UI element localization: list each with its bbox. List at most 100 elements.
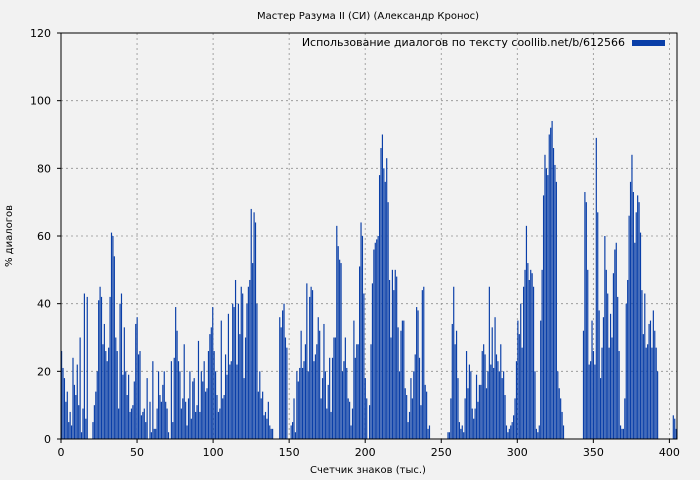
data-bar bbox=[597, 212, 599, 439]
data-bar bbox=[627, 279, 629, 439]
x-tick-label: 150 bbox=[279, 446, 300, 459]
data-bar bbox=[377, 236, 379, 439]
x-axis-label: Счетчик знаков (тыс.) bbox=[310, 465, 426, 476]
legend-label: Использование диалогов по тексту coollib… bbox=[302, 36, 625, 49]
data-bar bbox=[263, 415, 265, 439]
data-bar bbox=[592, 351, 595, 439]
data-bar bbox=[467, 388, 469, 439]
data-bar bbox=[207, 351, 210, 439]
data-bar bbox=[487, 371, 489, 439]
data-bar bbox=[545, 168, 547, 440]
data-bar bbox=[647, 344, 649, 439]
data-bar bbox=[346, 367, 348, 439]
data-bar bbox=[313, 361, 315, 439]
data-bar bbox=[534, 371, 536, 439]
data-bar bbox=[388, 279, 391, 439]
data-bar bbox=[253, 212, 255, 439]
data-bar bbox=[233, 307, 235, 439]
data-bar bbox=[585, 202, 587, 439]
data-bar bbox=[95, 391, 97, 439]
data-bar bbox=[237, 303, 239, 439]
data-bar bbox=[561, 411, 563, 439]
data-bar bbox=[524, 269, 526, 439]
data-bar bbox=[393, 290, 395, 439]
data-bar bbox=[369, 405, 371, 439]
data-bar bbox=[413, 371, 415, 439]
data-bar bbox=[421, 290, 423, 439]
data-bar bbox=[461, 425, 463, 439]
data-bar bbox=[401, 320, 403, 439]
data-bar bbox=[386, 158, 388, 439]
data-bar bbox=[254, 222, 257, 439]
data-bar bbox=[648, 323, 650, 439]
data-bar bbox=[252, 263, 254, 439]
data-bar bbox=[126, 395, 128, 439]
data-bar bbox=[407, 422, 409, 439]
data-bar bbox=[465, 351, 468, 439]
data-bar bbox=[426, 391, 428, 439]
data-bar bbox=[217, 411, 220, 439]
data-bar bbox=[334, 337, 336, 439]
data-bar bbox=[323, 323, 325, 439]
data-bar bbox=[423, 286, 425, 439]
data-bar bbox=[457, 378, 459, 439]
data-bar bbox=[562, 425, 565, 439]
data-bar bbox=[414, 354, 416, 439]
data-bar bbox=[240, 286, 242, 439]
y-tick-label: 20 bbox=[37, 365, 51, 378]
data-bar bbox=[344, 337, 346, 439]
data-bar bbox=[625, 303, 627, 439]
data-bar bbox=[203, 361, 205, 439]
data-bar bbox=[324, 371, 326, 439]
data-bar bbox=[474, 408, 476, 439]
data-bar bbox=[359, 266, 361, 439]
data-bar bbox=[314, 354, 316, 439]
data-bar bbox=[192, 381, 194, 439]
data-bar bbox=[478, 384, 480, 439]
data-bar bbox=[165, 401, 167, 439]
data-bar bbox=[418, 357, 421, 439]
data-bar bbox=[267, 401, 269, 439]
y-axis-label: % диалогов bbox=[4, 205, 15, 267]
data-bar bbox=[339, 259, 341, 439]
data-bar bbox=[143, 408, 145, 439]
data-bar bbox=[523, 286, 525, 439]
data-bar bbox=[128, 374, 130, 439]
data-bar bbox=[321, 378, 324, 439]
data-bar bbox=[103, 323, 105, 439]
data-bar bbox=[380, 148, 382, 440]
data-bar bbox=[193, 378, 195, 439]
data-bar bbox=[195, 411, 197, 439]
data-bar bbox=[356, 344, 358, 439]
data-bar bbox=[349, 401, 351, 439]
chart-title: Мастер Разума II (СИ) (Александр Кронос) bbox=[257, 11, 479, 22]
data-bar bbox=[293, 398, 295, 439]
data-bar bbox=[256, 303, 258, 439]
data-bar bbox=[584, 192, 586, 439]
data-bar bbox=[607, 293, 609, 439]
data-bar bbox=[587, 269, 589, 439]
data-bar bbox=[528, 279, 530, 439]
data-bar bbox=[468, 364, 470, 439]
data-bar bbox=[554, 164, 556, 439]
data-bar bbox=[485, 388, 488, 439]
data-bar bbox=[416, 307, 418, 439]
data-bar bbox=[557, 371, 559, 439]
data-bar bbox=[501, 378, 503, 439]
data-bar bbox=[105, 351, 107, 439]
data-bar bbox=[96, 371, 98, 439]
data-bar bbox=[353, 320, 355, 439]
data-bar bbox=[634, 242, 636, 439]
data-bar bbox=[167, 432, 170, 439]
data-bar bbox=[544, 154, 546, 440]
data-bar bbox=[397, 327, 399, 439]
data-bar bbox=[182, 398, 184, 439]
data-bar bbox=[320, 398, 322, 439]
data-bar bbox=[376, 239, 378, 439]
x-tick-label: 350 bbox=[583, 446, 604, 459]
data-bar bbox=[674, 418, 676, 439]
data-bar bbox=[259, 371, 261, 439]
data-bar bbox=[246, 303, 248, 439]
data-bar bbox=[205, 391, 207, 439]
data-bar bbox=[637, 195, 639, 439]
